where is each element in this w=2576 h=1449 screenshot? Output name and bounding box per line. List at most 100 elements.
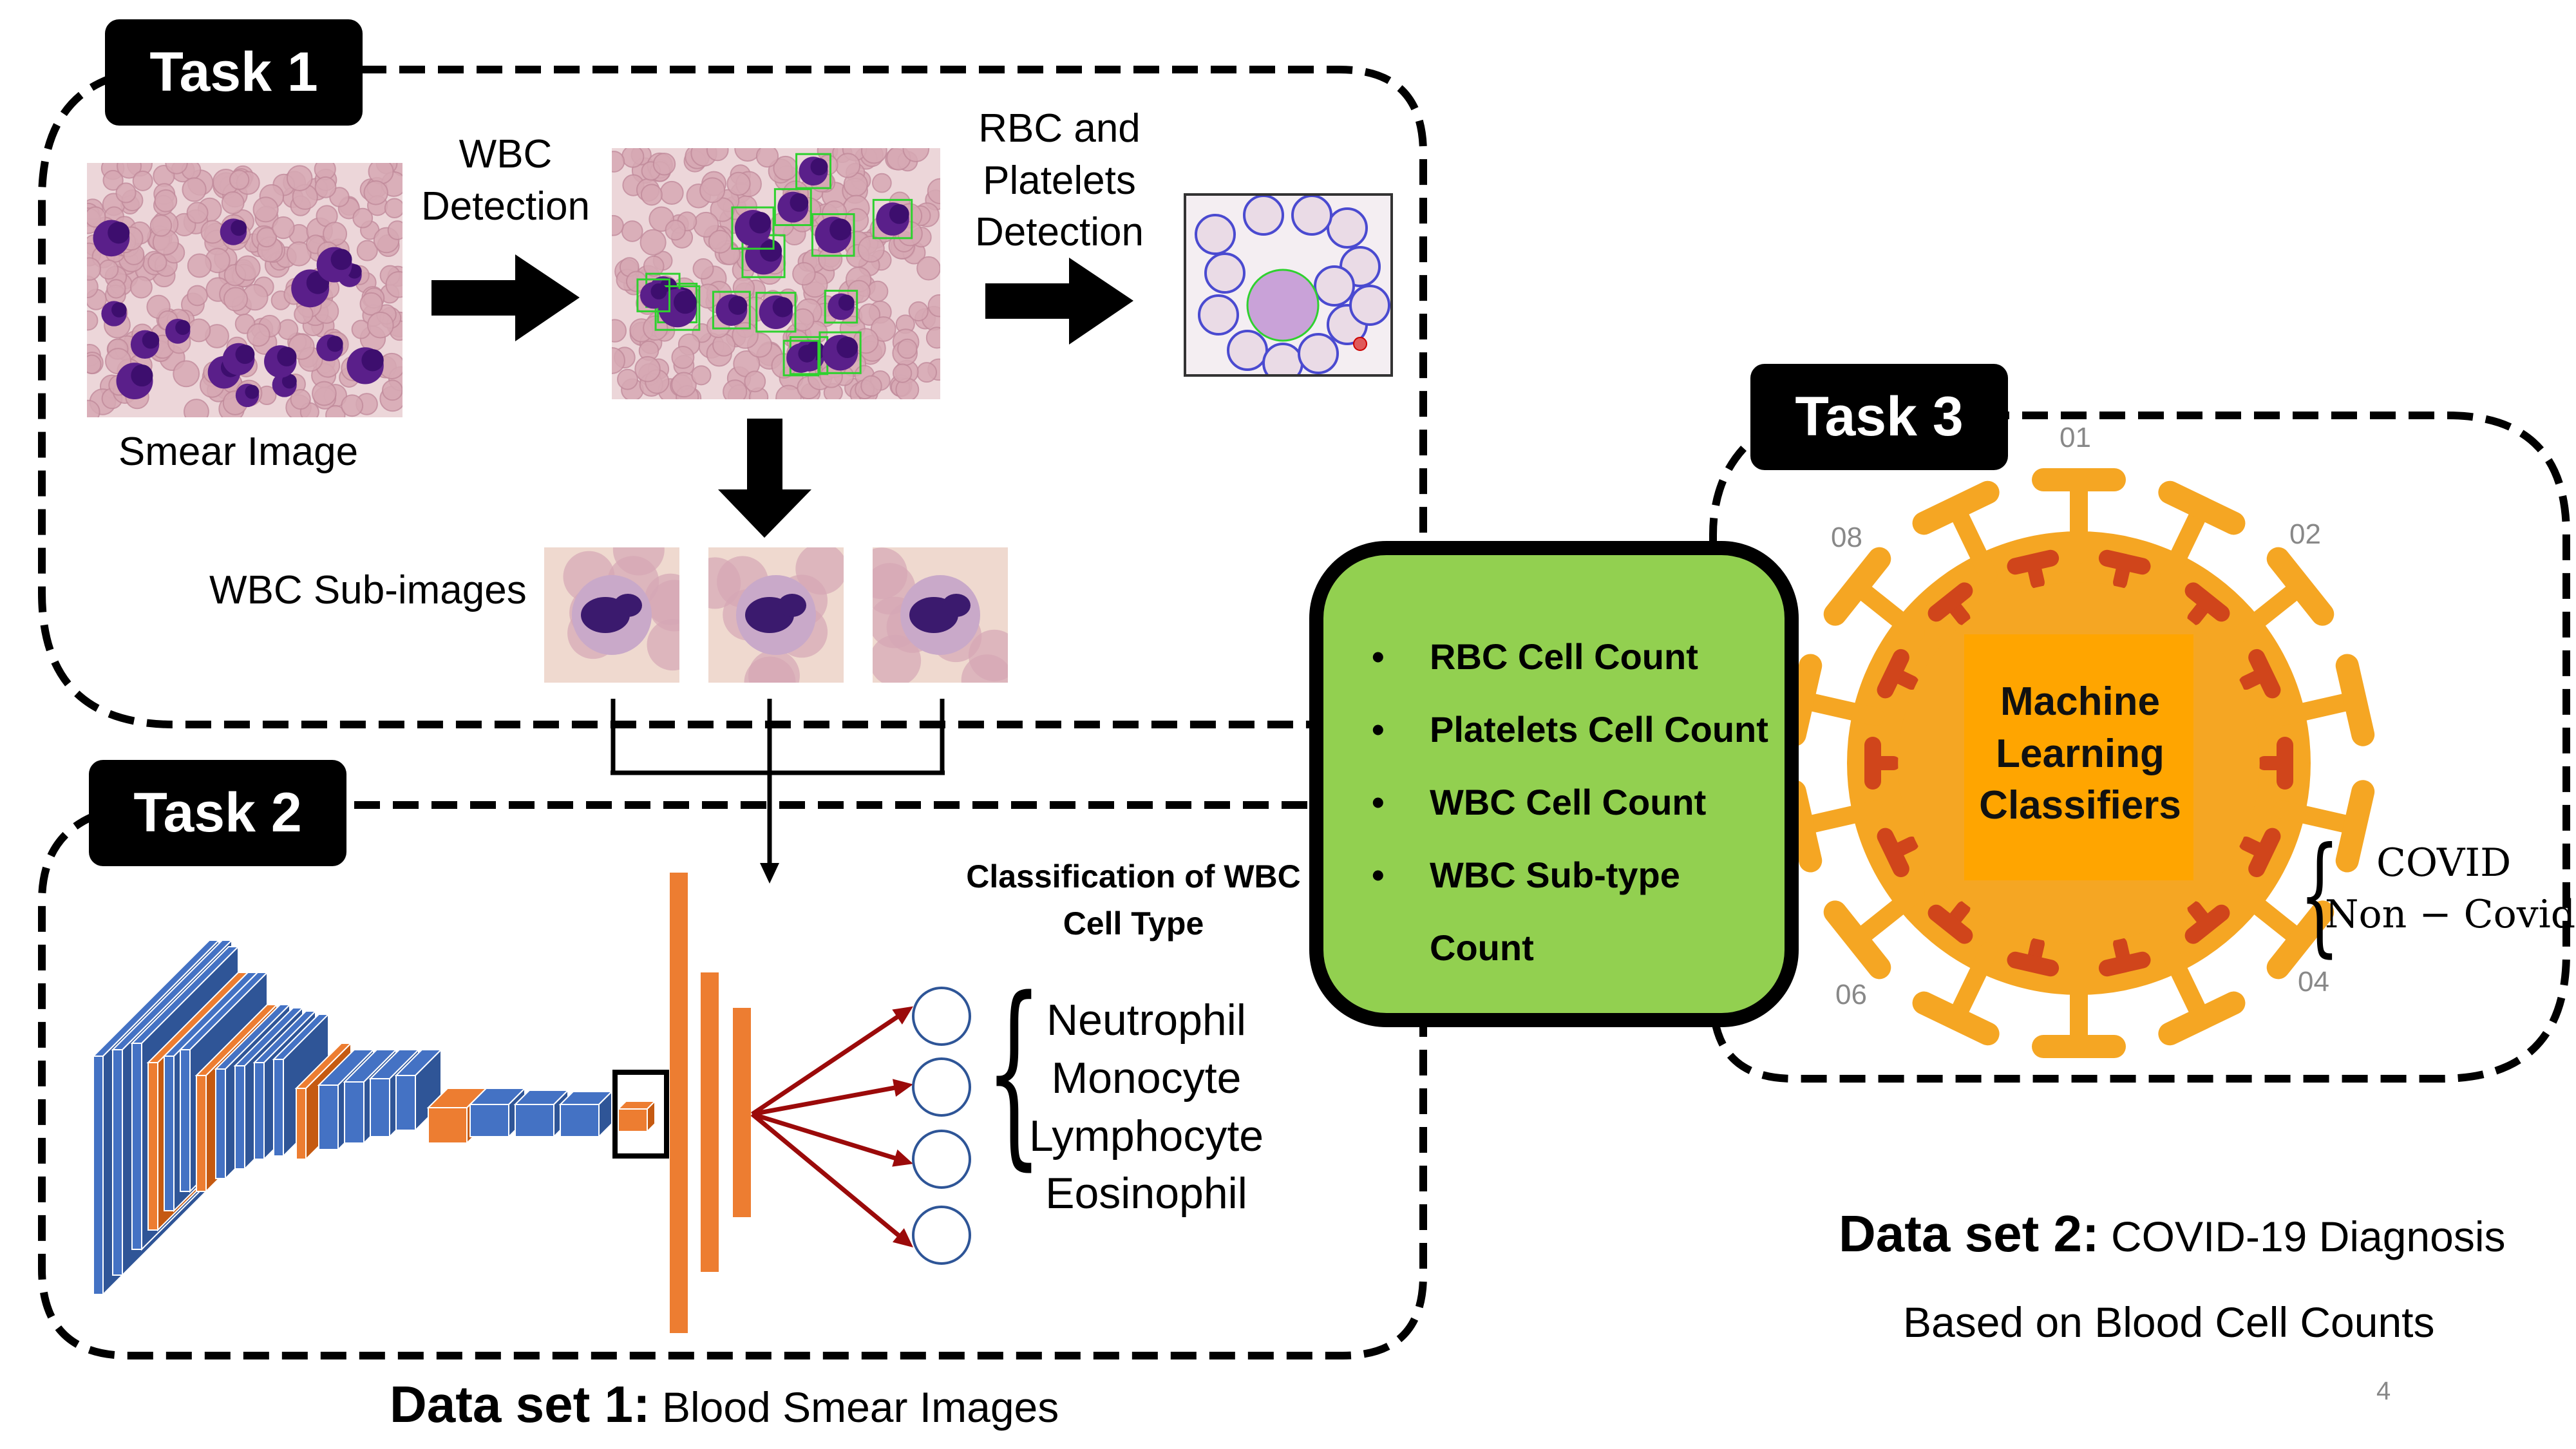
wbc-nucleus (790, 193, 809, 212)
rbc-cell (106, 279, 126, 299)
rbc-detected (1291, 196, 1332, 236)
rbc-cell (649, 580, 679, 632)
rbc-cell (87, 399, 100, 417)
rbc-cell (643, 255, 665, 277)
virus-inner-cap-8 (1927, 904, 1973, 944)
rbc-detected (1298, 333, 1339, 374)
cnn-layer-14-front (370, 1078, 390, 1137)
wbc-type-lymphocyte: Lymphocyte (1028, 1111, 1264, 1160)
cnn-layer-17-front (469, 1104, 509, 1137)
wbc-nucleus (245, 384, 260, 399)
wbc-type-monocyte: Monocyte (1051, 1053, 1242, 1103)
rbc-cell (726, 171, 751, 196)
dataset2-caption-line2: Based on Blood Cell Counts (1903, 1298, 2435, 1346)
rbc-cell (154, 189, 178, 213)
rbc-cell (665, 220, 686, 241)
rbc-cell (916, 256, 940, 281)
rbc-cell (149, 214, 173, 237)
rbc-cell (857, 235, 885, 263)
rbc-cell (647, 619, 679, 671)
detection-box (712, 290, 751, 330)
rbc-cell (893, 363, 913, 383)
output-layer (750, 987, 971, 1265)
virus-spike-cap-1 (2158, 480, 2246, 535)
wbc-types-list: Neutrophil Monocyte Lymphocyte Eosinophi… (1011, 992, 1282, 1223)
dataset1-bold: Data set 1: (390, 1376, 650, 1433)
rbc-cell (272, 216, 295, 240)
virus-spike-cap-8 (1912, 991, 2000, 1046)
rbc-cell (621, 148, 645, 168)
rbc-cell (356, 240, 378, 261)
page-number: 4 (2376, 1377, 2391, 1405)
detection-box (811, 213, 855, 257)
rbc-cell (612, 319, 627, 343)
fc-layer-3 (733, 1008, 751, 1217)
virus-spike-8 (1947, 942, 1998, 1028)
connector-arrowhead (760, 863, 779, 884)
count-item-wbc-subtype: • WBC Sub-type (1372, 855, 1680, 895)
rbc-cell (87, 310, 99, 331)
rbc-cell (791, 308, 815, 332)
cnn-layer-3-front (147, 1062, 158, 1231)
wbc-nucleus (759, 240, 782, 262)
cnn-layer-15-front (395, 1075, 416, 1131)
wbc-nucleus (231, 220, 247, 236)
rbc-cell (87, 354, 102, 374)
rbc-cell (897, 338, 918, 359)
dataset1-text: Blood Smear Images (650, 1383, 1059, 1431)
cnn-layer-8-front (234, 1065, 245, 1170)
virus-inner-cap-7 (2007, 951, 2060, 977)
wbc-nucleus (772, 297, 793, 317)
rbc-cell (927, 294, 940, 317)
cnn-layer-0-front (93, 1056, 104, 1295)
detection-box (773, 188, 812, 227)
rbc-cell (359, 292, 383, 316)
virus-spike-1 (2160, 498, 2211, 585)
rbc-cell (363, 180, 388, 205)
arrow-down-subimages (718, 419, 811, 538)
rbc-platelets-label: RBC and Platelets Detection (975, 106, 1144, 255)
cnn-layer-19-front (560, 1104, 600, 1137)
red-arrow-3 (750, 1112, 900, 1237)
rbc-cell (165, 163, 188, 175)
rbc-cell (744, 370, 766, 393)
virus-spike-cap-3 (2335, 654, 2375, 746)
rbc-cell (229, 169, 250, 190)
wbc-nucleus (778, 594, 806, 617)
output-neuron-3 (912, 1206, 971, 1265)
cnn-architecture (91, 873, 751, 1333)
wbc-detection-label: WBC Detection (421, 132, 590, 229)
rbc-cell (634, 355, 661, 383)
rbc-cell (290, 388, 311, 410)
wbc-nucleus (650, 283, 667, 299)
wbc-detection-image (612, 148, 940, 399)
rbc-cell (860, 148, 887, 164)
virus-graphic (1783, 468, 2375, 1058)
wbc-nucleus (838, 294, 855, 311)
platelet-detected (1353, 337, 1367, 351)
rbc-cell (639, 229, 667, 256)
virus-spike-12 (1848, 577, 1925, 642)
task3-label: Task 3 (1750, 364, 2008, 470)
cnn-layer-7-front (215, 1068, 226, 1179)
wbc-nucleus (942, 594, 971, 617)
cnn-layer-11-front (296, 1088, 307, 1160)
dataset2-text: COVID-19 Diagnosis (2099, 1213, 2506, 1260)
fc-layer-2 (701, 972, 719, 1272)
rbc-cell (314, 176, 337, 198)
rbc-cell (925, 327, 940, 349)
rbc-detection-image (1184, 193, 1393, 377)
rbc-cell (612, 347, 625, 374)
rbc-cell (795, 547, 844, 595)
virus-spike-11 (1794, 691, 1885, 726)
virus-spike-5 (2233, 884, 2310, 949)
wbc-nucleus (327, 336, 343, 352)
virus-inner-cap-6 (2098, 951, 2151, 977)
rbc-detected (1314, 265, 1355, 307)
rbc-cell (871, 173, 892, 193)
virus-spike-6 (2160, 942, 2211, 1028)
ml-classifiers-label: Machine Learning Classifiers (1979, 679, 2181, 828)
outcome-brace: { (2299, 820, 2340, 970)
rbc-cell (671, 345, 695, 369)
rbc-cell (341, 394, 364, 417)
